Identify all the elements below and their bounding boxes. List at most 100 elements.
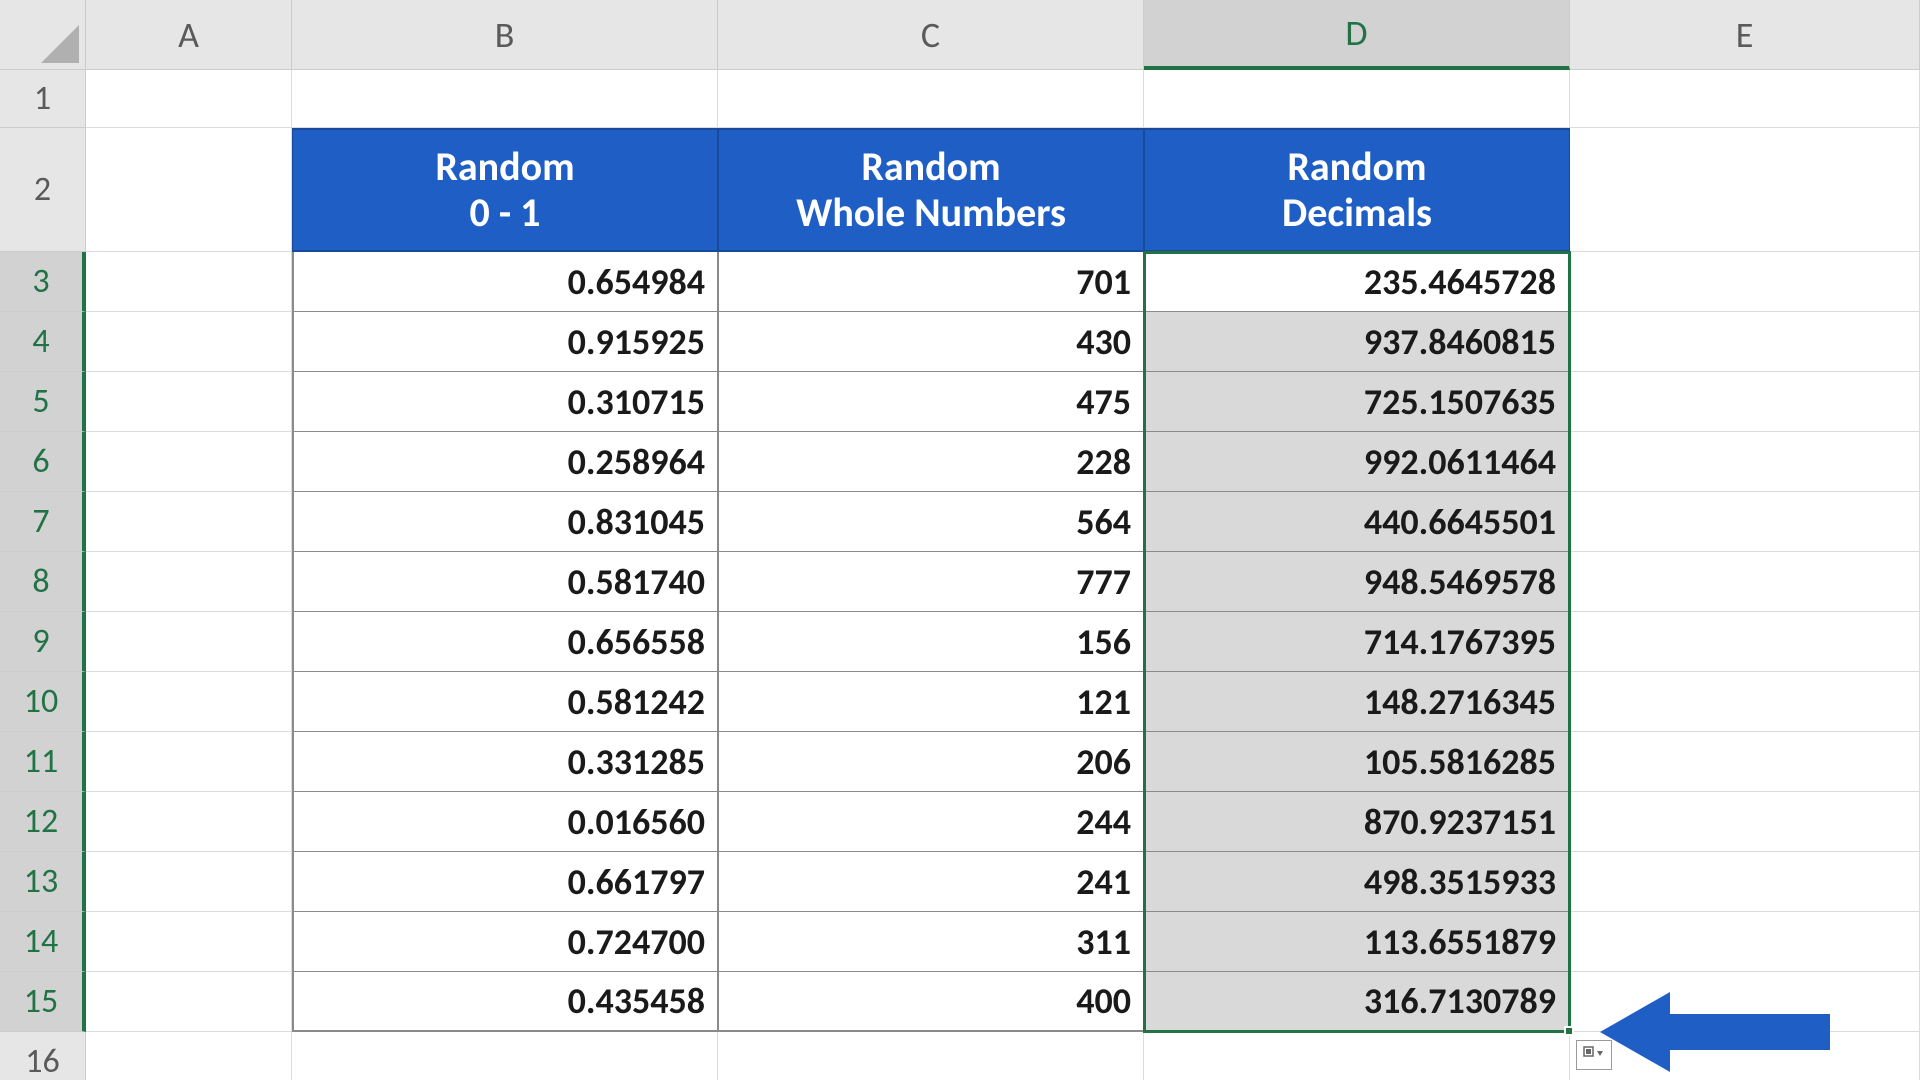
cell-E4[interactable] — [1570, 312, 1920, 372]
cell-C7[interactable]: 564 — [718, 492, 1144, 552]
column-header-E[interactable]: E — [1570, 0, 1920, 70]
cell-E7[interactable] — [1570, 492, 1920, 552]
cell-B8[interactable]: 0.581740 — [292, 552, 718, 612]
row-header-3[interactable]: 3 — [0, 252, 86, 312]
cell-A5[interactable] — [86, 372, 292, 432]
row-header-1[interactable]: 1 — [0, 70, 86, 128]
cell-A10[interactable] — [86, 672, 292, 732]
cell-D3[interactable]: 235.4645728 — [1144, 252, 1570, 312]
cell-B14[interactable]: 0.724700 — [292, 912, 718, 972]
cell-D10[interactable]: 148.2716345 — [1144, 672, 1570, 732]
spreadsheet-grid[interactable]: ABCDE12345678910111213141516Random 0 - 1… — [0, 0, 1920, 1080]
row-header-2[interactable]: 2 — [0, 128, 86, 252]
fill-handle[interactable] — [1564, 1026, 1574, 1036]
cell-C11[interactable]: 206 — [718, 732, 1144, 792]
cell-B15[interactable]: 0.435458 — [292, 972, 718, 1032]
cell-C12[interactable]: 244 — [718, 792, 1144, 852]
cell-D13[interactable]: 498.3515933 — [1144, 852, 1570, 912]
cell-D7[interactable]: 440.6645501 — [1144, 492, 1570, 552]
cell-E3[interactable] — [1570, 252, 1920, 312]
row-header-11[interactable]: 11 — [0, 732, 86, 792]
row-header-16[interactable]: 16 — [0, 1032, 86, 1080]
cell-D9[interactable]: 714.1767395 — [1144, 612, 1570, 672]
cell-E11[interactable] — [1570, 732, 1920, 792]
cell-E10[interactable] — [1570, 672, 1920, 732]
row-header-14[interactable]: 14 — [0, 912, 86, 972]
column-header-B[interactable]: B — [292, 0, 718, 70]
cell-D14[interactable]: 113.6551879 — [1144, 912, 1570, 972]
cell-E1[interactable] — [1570, 70, 1920, 128]
cell-C3[interactable]: 701 — [718, 252, 1144, 312]
cell-D5[interactable]: 725.1507635 — [1144, 372, 1570, 432]
cell-B10[interactable]: 0.581242 — [292, 672, 718, 732]
cell-C6[interactable]: 228 — [718, 432, 1144, 492]
cell-B3[interactable]: 0.654984 — [292, 252, 718, 312]
row-header-12[interactable]: 12 — [0, 792, 86, 852]
cell-E2[interactable] — [1570, 128, 1920, 252]
table-header-C[interactable]: Random Whole Numbers — [718, 128, 1144, 252]
cell-A7[interactable] — [86, 492, 292, 552]
row-header-9[interactable]: 9 — [0, 612, 86, 672]
cell-A4[interactable] — [86, 312, 292, 372]
cell-B6[interactable]: 0.258964 — [292, 432, 718, 492]
cell-B7[interactable]: 0.831045 — [292, 492, 718, 552]
row-header-6[interactable]: 6 — [0, 432, 86, 492]
row-header-15[interactable]: 15 — [0, 972, 86, 1032]
row-header-4[interactable]: 4 — [0, 312, 86, 372]
row-header-8[interactable]: 8 — [0, 552, 86, 612]
cell-C9[interactable]: 156 — [718, 612, 1144, 672]
table-header-D[interactable]: Random Decimals — [1144, 128, 1570, 252]
cell-D4[interactable]: 937.8460815 — [1144, 312, 1570, 372]
cell-E5[interactable] — [1570, 372, 1920, 432]
cell-B9[interactable]: 0.656558 — [292, 612, 718, 672]
cell-A15[interactable] — [86, 972, 292, 1032]
cell-C16[interactable] — [718, 1032, 1144, 1080]
cell-B11[interactable]: 0.331285 — [292, 732, 718, 792]
cell-C8[interactable]: 777 — [718, 552, 1144, 612]
select-all-corner[interactable] — [0, 0, 86, 70]
cell-C1[interactable] — [718, 70, 1144, 128]
cell-C14[interactable]: 311 — [718, 912, 1144, 972]
table-header-B[interactable]: Random 0 - 1 — [292, 128, 718, 252]
column-header-D[interactable]: D — [1144, 0, 1570, 70]
cell-A9[interactable] — [86, 612, 292, 672]
cell-A12[interactable] — [86, 792, 292, 852]
cell-D16[interactable] — [1144, 1032, 1570, 1080]
cell-D12[interactable]: 870.9237151 — [1144, 792, 1570, 852]
cell-E13[interactable] — [1570, 852, 1920, 912]
cell-E12[interactable] — [1570, 792, 1920, 852]
cell-C10[interactable]: 121 — [718, 672, 1144, 732]
cell-B12[interactable]: 0.016560 — [292, 792, 718, 852]
cell-E9[interactable] — [1570, 612, 1920, 672]
cell-D6[interactable]: 992.0611464 — [1144, 432, 1570, 492]
cell-A16[interactable] — [86, 1032, 292, 1080]
cell-A14[interactable] — [86, 912, 292, 972]
column-header-C[interactable]: C — [718, 0, 1144, 70]
cell-A3[interactable] — [86, 252, 292, 312]
cell-D8[interactable]: 948.5469578 — [1144, 552, 1570, 612]
cell-E8[interactable] — [1570, 552, 1920, 612]
cell-A2[interactable] — [86, 128, 292, 252]
cell-A8[interactable] — [86, 552, 292, 612]
cell-E6[interactable] — [1570, 432, 1920, 492]
cell-B1[interactable] — [292, 70, 718, 128]
cell-A6[interactable] — [86, 432, 292, 492]
cell-A1[interactable] — [86, 70, 292, 128]
cell-D15[interactable]: 316.7130789 — [1144, 972, 1570, 1032]
cell-D1[interactable] — [1144, 70, 1570, 128]
cell-B4[interactable]: 0.915925 — [292, 312, 718, 372]
cell-D11[interactable]: 105.5816285 — [1144, 732, 1570, 792]
row-header-10[interactable]: 10 — [0, 672, 86, 732]
cell-A11[interactable] — [86, 732, 292, 792]
row-header-13[interactable]: 13 — [0, 852, 86, 912]
row-header-7[interactable]: 7 — [0, 492, 86, 552]
cell-C15[interactable]: 400 — [718, 972, 1144, 1032]
cell-C5[interactable]: 475 — [718, 372, 1144, 432]
cell-B5[interactable]: 0.310715 — [292, 372, 718, 432]
row-header-5[interactable]: 5 — [0, 372, 86, 432]
cell-B16[interactable] — [292, 1032, 718, 1080]
cell-E14[interactable] — [1570, 912, 1920, 972]
column-header-A[interactable]: A — [86, 0, 292, 70]
cell-A13[interactable] — [86, 852, 292, 912]
cell-B13[interactable]: 0.661797 — [292, 852, 718, 912]
